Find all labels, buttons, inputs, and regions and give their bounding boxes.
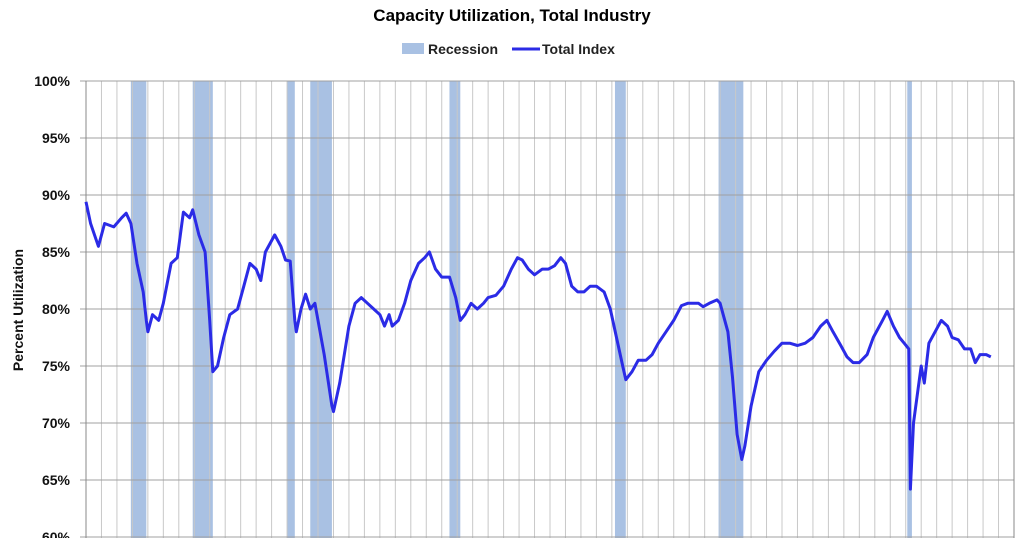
y-tick-label: 100% [34,73,70,89]
legend-swatch-recession [402,43,424,54]
legend: Recession Total Index [402,41,615,57]
y-tick-label: 65% [42,472,71,488]
y-tick-label: 85% [42,244,71,260]
y-tick-label: 75% [42,358,71,374]
y-tick-label: 80% [42,301,71,317]
gridlines [80,80,1015,538]
y-tick-label: 95% [42,130,71,146]
y-tick-labels: 60% 65% 70% 75% 80% 85% 90% 95% 100% [34,73,70,538]
y-tick-label: 60% [42,529,71,538]
y-axis-label: Percent Utilization [10,249,26,371]
legend-label-total-index: Total Index [542,41,615,57]
y-tick-label: 70% [42,415,71,431]
legend-label-recession: Recession [428,41,498,57]
series-line-total-index [84,201,992,491]
y-tick-label: 90% [42,187,71,203]
chart-title: Capacity Utilization, Total Industry [373,6,651,25]
